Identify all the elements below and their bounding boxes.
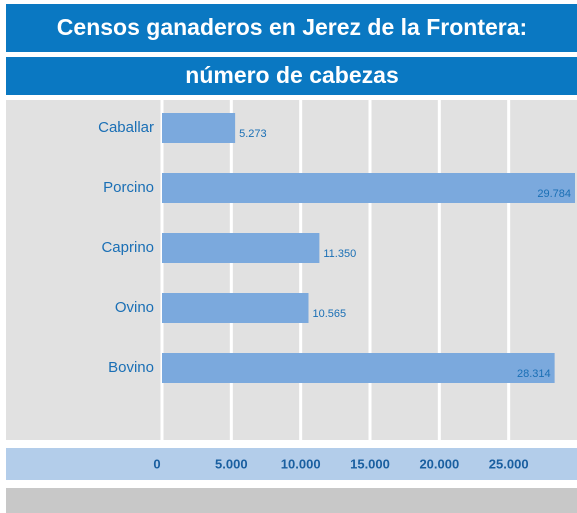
y-tick-label: Bovino	[108, 359, 154, 376]
x-tick-label: 15.000	[350, 456, 390, 471]
bar	[162, 113, 236, 143]
x-tick-label: 25.000	[489, 456, 529, 471]
plot-area	[6, 100, 577, 440]
bar	[162, 293, 309, 323]
y-tick-label: Ovino	[115, 299, 154, 316]
title-band	[6, 57, 577, 95]
x-tick-label: 10.000	[281, 456, 321, 471]
axis-band	[6, 448, 577, 480]
value-label: 29.784	[537, 188, 571, 200]
y-tick-label: Caprino	[101, 239, 154, 256]
y-tick-label: Porcino	[103, 179, 154, 196]
bar	[162, 173, 576, 203]
x-tick-label: 0	[153, 456, 160, 471]
value-label: 11.350	[323, 248, 356, 260]
bar	[162, 353, 555, 383]
title-band	[6, 4, 577, 52]
chart-subtitle: número de cabezas	[185, 62, 398, 88]
chart-title: Censos ganaderos en Jerez de la Frontera…	[57, 14, 527, 40]
bar	[162, 233, 320, 263]
value-label: 28.314	[517, 368, 551, 380]
y-tick-label: Caballar	[98, 119, 154, 136]
value-label: 10.565	[313, 308, 347, 320]
footer-band	[6, 488, 577, 513]
x-tick-label: 5.000	[215, 456, 248, 471]
value-label: 5.273	[239, 128, 267, 140]
x-tick-label: 20.000	[419, 456, 459, 471]
